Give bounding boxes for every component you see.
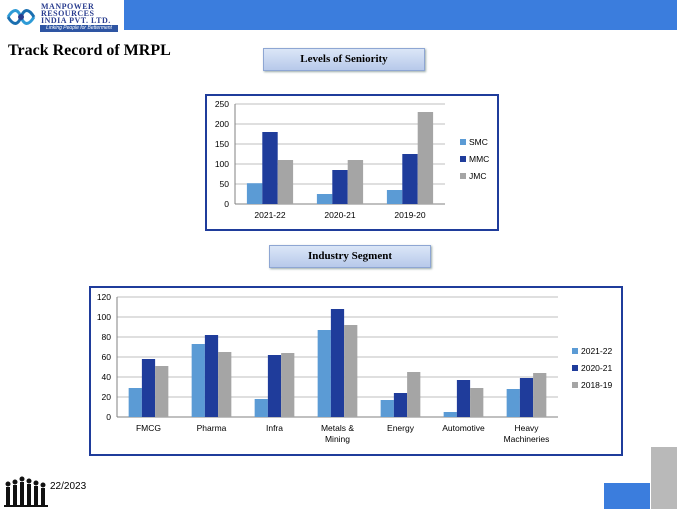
x-tick-label: 2020-21 [324,210,355,220]
y-tick-label: 100 [215,159,229,169]
bar-2021-22 [443,412,457,417]
bar-2021-22 [128,388,142,417]
legend-label: 2020-21 [581,363,612,373]
page-title: Track Record of MRPL [8,42,171,59]
bar-2020-21 [456,380,471,417]
bar-2021-22 [506,389,520,417]
x-tick-label-line: Mining [325,434,350,444]
x-tick-label-line: Energy [387,423,415,433]
industry-chart: 0 20 40 60 80 100 120 FMCG Pharma Infra Metals & Mi… [97,292,613,444]
bar-jmc [347,160,364,204]
header-bar [124,0,677,30]
bar-2021-22 [317,330,331,417]
y-tick-label: 0 [224,199,229,209]
footer-accent-gray [651,447,677,509]
industry-chart-frame: 0 20 40 60 80 100 120 FMCG Pharma Infra Metals & Mi… [89,286,623,456]
bar-2018-19 [218,352,232,417]
bar-2020-21 [393,393,408,417]
x-tick-label-line: Metals & [321,423,354,433]
x-tick-label-line: 2019-20 [394,210,425,220]
bar-smc [246,183,263,204]
seniority-chart-frame: 0 50 100 150 200 250 2021-22 2020-21 2019-20 SMC M… [205,94,499,231]
legend-label: JMC [469,171,486,181]
y-tick-label: 50 [220,179,230,189]
x-tick-label: Pharma [197,423,227,433]
bar-jmc [417,112,434,204]
bar-2020-21 [267,355,282,417]
logo-text-line2: RESOURCES [41,9,95,18]
bar-mmc [332,170,348,204]
y-tick-label: 200 [215,119,229,129]
y-tick-label: 60 [102,352,112,362]
y-tick-label: 0 [106,412,111,422]
x-tick-label-line: Machineries [504,434,550,444]
x-tick-label-line: Automotive [442,423,485,433]
x-tick-label-line: Infra [266,423,283,433]
company-logo: MANPOWER RESOURCES INDIA PVT. LTD. Linki… [0,0,124,34]
bar-2020-21 [330,309,345,417]
logo-emblem-icon [6,9,36,25]
x-tick-label-line: FMCG [136,423,161,433]
bar-2020-21 [141,359,156,417]
y-tick-label: 150 [215,139,229,149]
bar-2018-19 [407,372,421,417]
legend-label: MMC [469,154,489,164]
x-tick-label-line: 2021-22 [254,210,285,220]
x-tick-label-line: Pharma [197,423,227,433]
y-tick-label: 80 [102,332,112,342]
bar-2018-19 [344,325,358,417]
y-tick-label: 40 [102,372,112,382]
bar-2021-22 [254,399,268,417]
bar-2018-19 [470,388,484,417]
y-tick-label: 100 [97,312,111,322]
bar-mmc [402,154,418,204]
bar-smc [386,190,403,204]
legend-label: 2018-19 [581,380,612,390]
bar-2020-21 [519,378,534,417]
legend-swatch [572,382,578,388]
footer-date: 22/2023 [50,481,87,492]
x-tick-label: Heavy Machineries [504,423,550,444]
x-tick-label-line: Heavy [514,423,539,433]
x-tick-label: 2021-22 [254,210,285,220]
x-tick-label: Metals & Mining [321,423,354,444]
bar-2018-19 [533,373,547,417]
logo-text-line3: INDIA PVT. LTD. [41,16,111,25]
x-tick-label: Automotive [442,423,485,433]
bar-jmc [277,160,294,204]
bar-2018-19 [155,366,169,417]
y-tick-label: 250 [215,99,229,109]
seniority-section-title: Levels of Seniority [263,48,425,71]
x-tick-label: Infra [266,423,283,433]
legend-swatch [460,156,466,162]
bar-2021-22 [380,400,394,417]
x-tick-label: FMCG [136,423,161,433]
legend-swatch [460,173,466,179]
seniority-chart: 0 50 100 150 200 250 2021-22 2020-21 2019-20 SMC M… [215,99,490,220]
industry-section-title: Industry Segment [269,245,431,268]
bar-smc [316,194,333,204]
bar-mmc [262,132,278,204]
bar-2018-19 [281,353,295,417]
legend-swatch [572,365,578,371]
legend-label: SMC [469,137,488,147]
logo-text-line1: MANPOWER [41,2,95,11]
legend-label: 2021-22 [581,346,612,356]
y-tick-label: 120 [97,292,111,302]
people-silhouette-icon [4,476,48,507]
bar-2020-21 [204,335,219,417]
y-tick-label: 20 [102,392,112,402]
bar-2021-22 [191,344,205,417]
footer-accent-blue [604,483,650,509]
x-tick-label: 2019-20 [394,210,425,220]
x-tick-label: Energy [387,423,415,433]
legend-swatch [572,348,578,354]
legend-swatch [460,139,466,145]
x-tick-label-line: 2020-21 [324,210,355,220]
logo-tagline: Linking People for Betterment [40,25,118,32]
